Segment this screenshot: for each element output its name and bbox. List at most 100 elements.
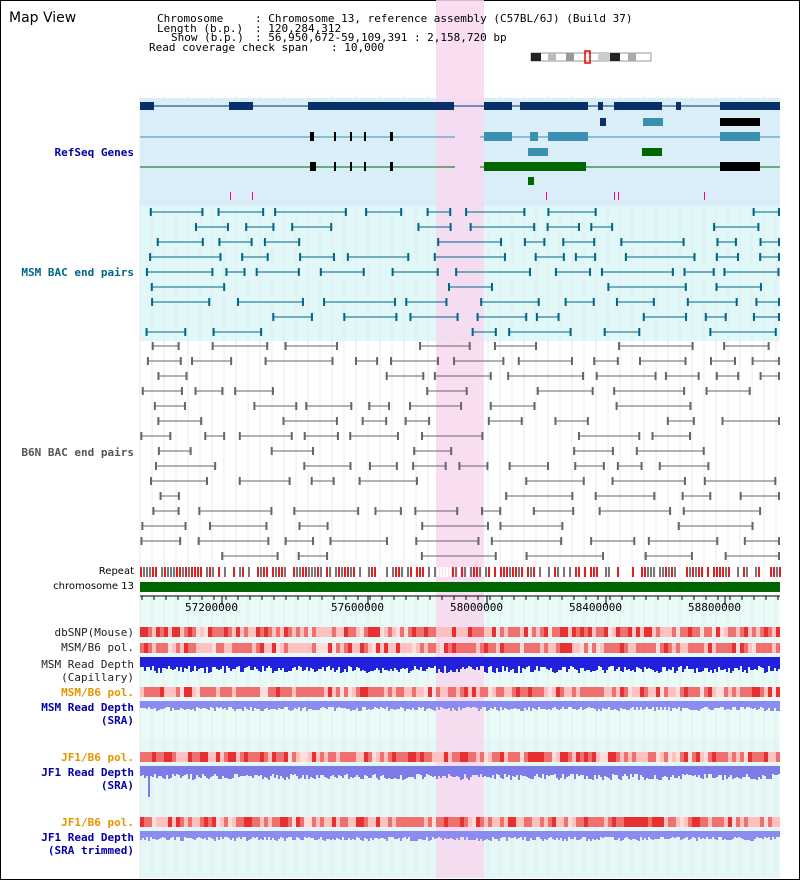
pol-cell <box>548 643 552 653</box>
pol-cell <box>320 817 324 827</box>
depth-bar <box>754 657 756 669</box>
depth-bar <box>376 831 378 838</box>
pol-cell <box>724 627 728 637</box>
depth-bar <box>378 701 380 709</box>
depth-bar <box>218 657 220 670</box>
msm-depth-capillary-label[interactable]: MSM Read Depth (Capillary) <box>41 658 134 684</box>
pol-cell <box>420 643 424 653</box>
pol-cell <box>380 627 384 637</box>
depth-bar <box>362 831 364 841</box>
bac-end <box>365 208 368 216</box>
pol-cell <box>364 687 368 697</box>
pol-cell <box>376 687 380 697</box>
pol-cell <box>648 627 652 637</box>
depth-bar <box>190 831 192 838</box>
bac-end <box>654 372 657 380</box>
repeat-mark <box>695 567 697 577</box>
depth-bar <box>574 766 576 779</box>
msm-depth-sra-label[interactable]: MSM Read Depth (SRA) <box>41 701 134 727</box>
pol-cell <box>564 643 568 653</box>
pol-cell <box>692 687 696 697</box>
jf1-depth-trimmed-label[interactable]: JF1 Read Depth (SRA trimmed) <box>41 831 134 857</box>
depth-bar <box>520 657 522 673</box>
pol-cell <box>168 643 172 653</box>
jf1-b6-pol-trimmed-label[interactable]: JF1/B6 pol. <box>61 816 134 829</box>
depth-bar <box>498 766 500 775</box>
depth-bar <box>258 766 260 776</box>
refseq-genes-label[interactable]: RefSeq Genes <box>54 146 134 159</box>
pol-cell <box>568 817 572 827</box>
repeat-mark <box>437 567 439 577</box>
depth-bar <box>748 831 750 840</box>
pol-cell <box>404 752 408 762</box>
bac-end <box>702 447 705 455</box>
pol-cell <box>736 817 740 827</box>
pol-cell <box>716 752 720 762</box>
dbsnp-label[interactable]: dbSNP(Mouse) <box>54 626 134 639</box>
repeat-mark <box>401 567 403 577</box>
pol-cell <box>548 752 552 762</box>
bac-end <box>419 342 422 350</box>
depth-bar <box>352 657 354 671</box>
repeat-mark <box>215 567 217 577</box>
depth-bar <box>208 831 210 837</box>
pol-cell <box>696 643 700 653</box>
msm-b6-pol-label[interactable]: MSM/B6 pol. <box>61 641 134 654</box>
depth-bar <box>500 831 502 838</box>
pol-cell <box>156 687 160 697</box>
depth-bar <box>618 701 620 711</box>
b6n-bac-label[interactable]: B6N BAC end pairs <box>21 446 134 459</box>
depth-bar <box>178 766 180 775</box>
depth-bar <box>140 831 142 840</box>
depth-bar <box>494 701 496 707</box>
depth-bar <box>752 831 754 841</box>
gene-exon <box>364 162 366 171</box>
depth-bar <box>468 831 470 840</box>
pol-cell <box>188 817 192 827</box>
repeat-mark <box>266 567 268 577</box>
depth-bar <box>340 766 342 776</box>
depth-bar <box>282 701 284 709</box>
depth-bar <box>290 831 292 837</box>
jf1-depth-sra-label[interactable]: JF1 Read Depth (SRA) <box>41 766 134 792</box>
depth-bar <box>152 657 154 666</box>
msm-b6-pol-sra-label[interactable]: MSM/B6 pol. <box>61 686 134 699</box>
depth-bar <box>778 701 780 711</box>
depth-bar <box>720 831 722 837</box>
repeat-mark <box>593 567 595 577</box>
pol-cell <box>196 643 200 653</box>
repeat-mark <box>761 567 763 577</box>
depth-bar <box>554 766 556 774</box>
bac-end <box>140 537 143 545</box>
depth-bar <box>220 701 222 707</box>
depth-bar <box>576 657 578 670</box>
pol-cell <box>684 752 688 762</box>
depth-bar <box>670 657 672 670</box>
depth-bar <box>440 657 442 672</box>
msm-bac-label[interactable]: MSM BAC end pairs <box>21 266 134 279</box>
pol-cell <box>720 643 724 653</box>
pol-cell <box>268 687 272 697</box>
depth-bar <box>558 831 560 840</box>
repeat-mark <box>584 567 586 577</box>
repeat-mark <box>503 567 505 577</box>
bac-end <box>710 357 713 365</box>
depth-bar <box>160 766 162 776</box>
depth-bar <box>424 831 426 840</box>
bac-end <box>376 357 379 365</box>
repeat-mark <box>302 567 304 577</box>
jf1-b6-pol-label[interactable]: JF1/B6 pol. <box>61 751 134 764</box>
depth-bar <box>186 657 188 669</box>
depth-bar <box>264 831 266 837</box>
depth-bar <box>480 701 482 709</box>
repeat-mark <box>338 567 340 577</box>
repeat-mark <box>587 567 589 577</box>
bac-end <box>683 477 686 485</box>
bac-end <box>487 417 490 425</box>
depth-bar <box>430 657 432 668</box>
pol-cell <box>636 687 640 697</box>
depth-bar <box>276 701 278 710</box>
pol-cell <box>372 627 376 637</box>
depth-bar <box>240 701 242 709</box>
